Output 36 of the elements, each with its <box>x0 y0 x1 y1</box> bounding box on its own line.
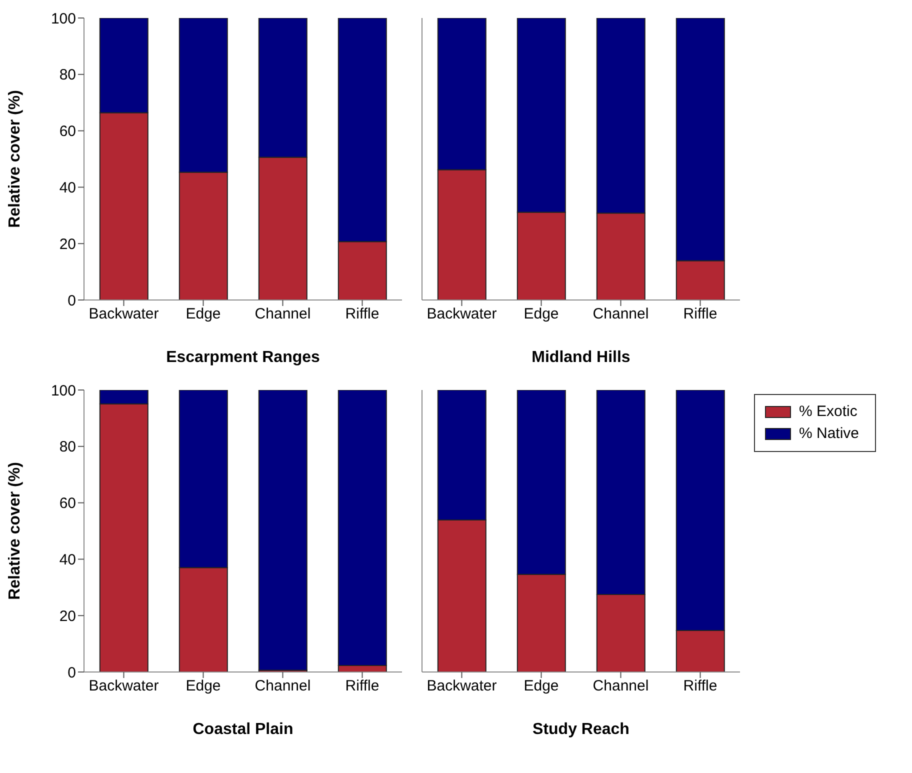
y-tick-label: 80 <box>59 66 76 84</box>
x-tick-label: Riffle <box>345 678 380 695</box>
x-axis-title: Midland Hills <box>532 349 630 366</box>
legend-label: % Exotic <box>799 402 858 422</box>
x-tick-label: Edge <box>524 678 559 695</box>
legend-label: % Native <box>799 424 860 444</box>
x-tick-label: Edge <box>186 306 221 323</box>
y-tick-label: 0 <box>68 292 76 310</box>
x-tick-label: Riffle <box>683 306 718 323</box>
y-tick-label: 100 <box>50 382 76 400</box>
x-tick-label: Channel <box>254 306 311 323</box>
x-axis-title: Coastal Plain <box>192 721 294 738</box>
x-tick-label: Channel <box>592 306 649 323</box>
x-tick-label: Backwater <box>88 306 159 323</box>
y-tick-label: 80 <box>59 438 76 456</box>
y-tick-label: 0 <box>68 664 76 682</box>
x-tick-label: Edge <box>186 678 221 695</box>
y-axis-title: Relative cover (%) <box>6 90 24 228</box>
y-tick-label: 40 <box>59 180 76 197</box>
x-tick-label: Riffle <box>345 306 380 323</box>
y-tick-label: 60 <box>59 123 76 140</box>
x-tick-label: Backwater <box>88 678 159 695</box>
y-tick-label: 100 <box>50 10 76 28</box>
x-axis-title: Study Reach <box>532 721 630 738</box>
y-axis-title: Relative cover (%) <box>6 462 24 600</box>
x-tick-label: Backwater <box>426 306 497 323</box>
x-axis-title: Escarpment Ranges <box>166 349 320 366</box>
y-tick-label: 40 <box>59 552 76 569</box>
y-tick-label: 20 <box>59 608 76 625</box>
y-tick-label: 60 <box>59 495 76 512</box>
x-tick-label: Channel <box>592 678 649 695</box>
x-tick-label: Channel <box>254 678 311 695</box>
x-tick-label: Backwater <box>426 678 497 695</box>
y-tick-label: 20 <box>59 236 76 253</box>
x-tick-label: Riffle <box>683 678 718 695</box>
x-tick-label: Edge <box>524 306 559 323</box>
